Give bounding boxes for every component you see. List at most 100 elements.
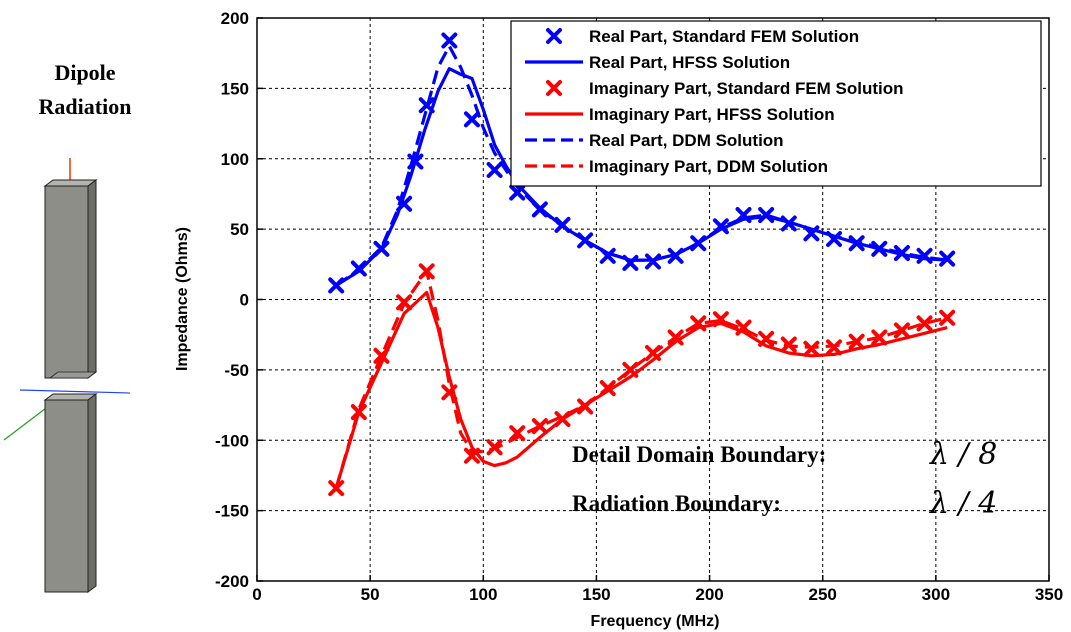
y-tick-label: 150 — [221, 79, 249, 98]
x-tick-label: 50 — [361, 585, 380, 604]
data-point-marker — [645, 344, 661, 361]
upper-arm-front — [44, 185, 89, 379]
lower-arm-top — [43, 393, 98, 401]
x-tick-label: 150 — [582, 585, 610, 604]
data-point-marker — [826, 230, 843, 247]
x-tick-label: 100 — [469, 585, 497, 604]
data-point-marker — [667, 247, 684, 264]
data-point-marker — [441, 32, 458, 49]
data-point-marker — [328, 277, 345, 294]
data-point-marker — [871, 329, 888, 346]
data-point-marker — [350, 404, 367, 421]
legend-entry: Imaginary Part, DDM Solution — [589, 157, 828, 176]
data-point-marker — [667, 329, 684, 346]
data-point-marker — [531, 201, 548, 218]
data-point-marker — [712, 218, 729, 235]
data-point-marker — [328, 480, 345, 497]
x-axis-label: Frequency (MHz) — [591, 613, 720, 630]
dipole-x-axis — [19, 389, 131, 394]
data-point-marker — [645, 253, 661, 270]
x-tick-label: 300 — [922, 585, 950, 604]
side-title-line2: Radiation — [38, 94, 132, 119]
dipole-illustration — [3, 158, 131, 593]
y-tick-label: -50 — [224, 361, 249, 380]
radiation-boundary-label: Radiation Boundary: — [572, 491, 781, 516]
series — [328, 32, 956, 497]
axes: 0 50 100 150 200 250 300 350 -200 -150 -100 -50 0 50 1… — [215, 9, 1063, 604]
data-point-marker — [690, 315, 707, 332]
x-tick-label: 250 — [809, 585, 837, 604]
data-point-marker — [712, 311, 729, 328]
boundary-annotations: Detail Domain Boundary: λ / 8 Radiation … — [572, 437, 997, 521]
data-point-marker — [350, 260, 367, 277]
data-point-marker — [848, 333, 865, 350]
data-point-marker — [407, 153, 424, 170]
data-point-marker — [396, 294, 413, 311]
x-tick-label: 200 — [695, 585, 723, 604]
y-tick-label: 100 — [221, 150, 249, 169]
data-point-marker — [848, 235, 865, 252]
data-point-marker — [577, 232, 594, 249]
legend: Real Part, Standard FEM Solution Real Par… — [510, 20, 1042, 187]
data-point-marker — [826, 339, 843, 356]
data-point-marker — [939, 250, 956, 267]
legend-entry: Real Part, HFSS Solution — [589, 53, 790, 72]
data-point-marker — [803, 340, 820, 357]
data-point-marker — [758, 330, 775, 347]
data-point-marker — [780, 215, 797, 232]
y-tick-label: 50 — [230, 220, 249, 239]
data-point-marker — [441, 384, 458, 401]
data-point-marker — [554, 216, 571, 233]
data-point-marker — [780, 336, 797, 353]
data-point-marker — [599, 380, 616, 397]
data-point-marker — [758, 207, 775, 224]
data-point-marker — [577, 398, 594, 415]
data-point-marker — [531, 418, 548, 435]
data-point-marker — [554, 411, 571, 428]
data-point-marker — [486, 162, 503, 179]
data-point-marker — [463, 447, 480, 464]
y-tick-label: -150 — [215, 502, 249, 521]
legend-box — [510, 20, 1042, 187]
data-point-marker — [509, 425, 526, 442]
legend-marker — [546, 28, 562, 44]
data-point-marker — [463, 111, 480, 128]
data-point-marker — [373, 347, 390, 364]
data-point-marker — [622, 361, 639, 378]
data-point-marker — [916, 315, 933, 332]
y-tick-label: 0 — [240, 291, 249, 310]
y-axis-label: Impedance (Ohms) — [174, 227, 191, 371]
data-point-marker — [871, 240, 888, 257]
data-point-marker — [418, 263, 435, 280]
upper-arm-top — [43, 179, 98, 187]
data-point-marker — [509, 184, 526, 201]
data-point-marker — [690, 235, 707, 252]
lower-arm-front — [44, 399, 89, 593]
data-point-marker — [893, 322, 910, 339]
data-point-marker — [893, 245, 910, 262]
data-point-marker — [418, 97, 435, 114]
data-point-marker — [486, 439, 503, 456]
legend-marker — [546, 80, 562, 96]
feed-gap — [48, 371, 98, 379]
y-tick-label: -100 — [215, 431, 249, 450]
y-tick-label: -200 — [215, 572, 249, 591]
detail-boundary-value: λ / 8 — [929, 437, 997, 472]
data-point-marker — [373, 240, 390, 257]
detail-boundary-label: Detail Domain Boundary: — [572, 442, 826, 467]
legend-entry: Real Part, Standard FEM Solution — [589, 27, 859, 46]
data-point-marker — [939, 309, 956, 326]
data-point-marker — [735, 319, 752, 336]
side-title-line1: Dipole — [54, 60, 116, 85]
x-tick-label: 350 — [1035, 585, 1063, 604]
data-point-marker — [916, 247, 933, 264]
data-point-marker — [735, 207, 752, 224]
y-tick-label: 200 — [221, 9, 249, 28]
data-point-marker — [803, 225, 820, 242]
data-point-marker — [396, 195, 413, 212]
data-point-marker — [599, 247, 616, 264]
radiation-boundary-value: λ / 4 — [929, 486, 997, 521]
x-tick-label: 0 — [252, 585, 261, 604]
legend-entry: Imaginary Part, HFSS Solution — [589, 105, 835, 124]
